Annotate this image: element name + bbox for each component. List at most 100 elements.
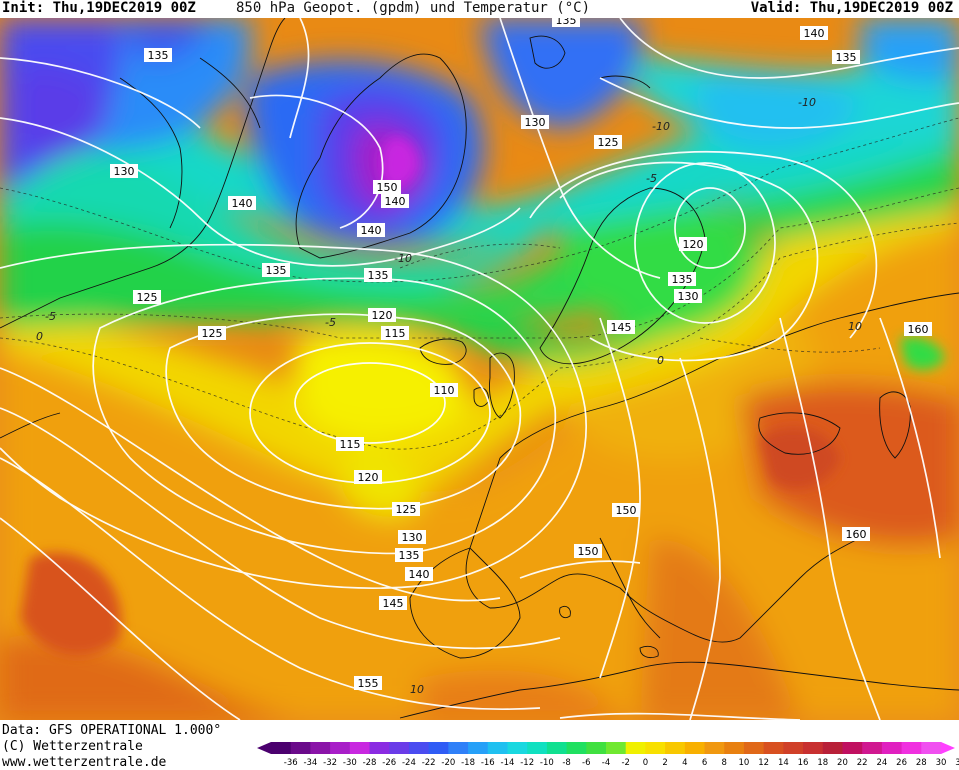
svg-text:135: 135	[836, 51, 857, 64]
colorbar-swatch	[743, 742, 765, 754]
svg-text:135: 135	[148, 49, 169, 62]
svg-text:130: 130	[525, 116, 546, 129]
colorbar-swatch	[408, 742, 430, 754]
isotherm-label: -10	[394, 252, 412, 265]
svg-text:150: 150	[616, 504, 637, 517]
contour-label: 150	[612, 503, 640, 517]
colorbar-tick-label: -26	[382, 758, 396, 768]
colorbar-arrow-left	[257, 742, 271, 754]
isotherm-label: -5	[325, 316, 336, 329]
colorbar-swatch	[310, 742, 331, 754]
colorbar-swatch	[448, 742, 469, 754]
colorbar-tick-label: -18	[461, 758, 475, 768]
colorbar-swatch	[881, 742, 903, 754]
colorbar-swatch	[428, 742, 449, 754]
isotherm-label: -5	[646, 172, 657, 185]
isotherm-label: -5	[45, 310, 56, 323]
contour-label: 150	[373, 180, 401, 194]
colorbar-arrow-right	[941, 742, 955, 754]
colorbar-tick-label: -22	[422, 758, 436, 768]
colorbar-tick-label: 4	[682, 758, 687, 768]
svg-text:135: 135	[556, 18, 577, 27]
temperature-colorbar: -36 -34 -32 -30 -28 -26 -24 -22 -20 -18 -16 -14 -12-…	[257, 742, 959, 768]
svg-text:115: 115	[340, 438, 361, 451]
contour-label: 120	[354, 470, 382, 484]
colorbar-swatch	[783, 742, 804, 754]
colorbar-swatch	[724, 742, 745, 754]
colorbar-tick-label: -36	[284, 758, 298, 768]
colorbar-swatch	[704, 742, 725, 754]
svg-text:150: 150	[578, 545, 599, 558]
colorbar-tick-label: 32	[955, 758, 959, 768]
colorbar-tick-label: 20	[837, 758, 848, 768]
svg-text:135: 135	[368, 269, 389, 282]
contour-label: 120	[368, 308, 396, 322]
contour-label: 160	[842, 527, 870, 541]
colorbar-tick-label: 30	[936, 758, 947, 768]
colorbar-swatch	[901, 742, 922, 754]
contour-label: 140	[800, 26, 828, 40]
colorbar-tick-label: 22	[857, 758, 868, 768]
svg-text:110: 110	[434, 384, 455, 397]
isotherm-label: 0	[36, 330, 43, 343]
svg-text:160: 160	[908, 323, 929, 336]
colorbar-swatch	[842, 742, 863, 754]
colorbar-tick-label: -28	[363, 758, 377, 768]
colorbar-tick-label: -4	[602, 758, 610, 768]
svg-text:140: 140	[409, 568, 430, 581]
colorbar-swatch	[586, 742, 607, 754]
svg-text:145: 145	[383, 597, 404, 610]
colorbar-tick-label: -16	[481, 758, 495, 768]
svg-text:160: 160	[846, 528, 867, 541]
colorbar-tick-label: -34	[303, 758, 317, 768]
contour-label: 115	[336, 437, 364, 451]
colorbar-swatch	[330, 742, 351, 754]
contour-label: 130	[398, 530, 426, 544]
colorbar-swatch	[684, 742, 706, 754]
colorbar-swatch	[507, 742, 528, 754]
contour-label: 135	[144, 48, 172, 62]
temperature-labels: -5 -5 0 -10 -10 -10 10 10 0 -5	[36, 96, 862, 696]
colorbar-swatch	[803, 742, 824, 754]
svg-text:145: 145	[611, 321, 632, 334]
chart-footer: Data: GFS OPERATIONAL 1.000° (C) Wetterz…	[0, 720, 959, 770]
svg-text:120: 120	[358, 471, 379, 484]
data-source: Data: GFS OPERATIONAL 1.000°	[2, 723, 222, 738]
colorbar-tick-label: 10	[739, 758, 750, 768]
contour-label: 130	[110, 164, 138, 178]
valid-time: Valid: Thu,19DEC2019 00Z	[750, 0, 953, 16]
colorbar-swatch	[625, 742, 646, 754]
contour-label: 140	[357, 223, 385, 237]
contour-label: 125	[198, 326, 226, 340]
contour-label: 130	[674, 289, 702, 303]
contour-label: 135	[832, 50, 860, 64]
contour-label: 140	[381, 194, 409, 208]
geopotential-contours	[0, 18, 959, 720]
colorbar-tick-label: -20	[441, 758, 455, 768]
svg-text:140: 140	[385, 195, 406, 208]
colorbar-swatch	[763, 742, 784, 754]
colorbar-swatch	[645, 742, 666, 754]
colorbar-swatch	[349, 742, 371, 754]
colorbar-tick-label: 28	[916, 758, 927, 768]
colorbar-tick-label: 18	[817, 758, 828, 768]
isotherm-label: 0	[657, 354, 664, 367]
contour-label: 155	[354, 676, 382, 690]
contour-label: 125	[133, 290, 161, 304]
contour-label: 110	[430, 383, 458, 397]
weather-map: 135 130 140 125 125 135 150 140 140 135 …	[0, 18, 959, 720]
colorbar-tick-label: 12	[758, 758, 769, 768]
copyright: (C) Wetterzentrale	[2, 739, 143, 754]
svg-text:130: 130	[114, 165, 135, 178]
colorbar-swatch	[290, 742, 311, 754]
svg-text:130: 130	[402, 531, 423, 544]
contour-label: 120	[679, 237, 707, 251]
colorbar-tick-label: 6	[702, 758, 707, 768]
colorbar-tick-label: -14	[501, 758, 515, 768]
svg-text:150: 150	[377, 181, 398, 194]
init-time: Init: Thu,19DEC2019 00Z	[2, 0, 196, 16]
colorbar-swatch	[606, 742, 627, 754]
colorbar-tick-label: -10	[540, 758, 554, 768]
colorbar-tick-label: -30	[343, 758, 357, 768]
isotherm-label: 10	[410, 683, 424, 696]
